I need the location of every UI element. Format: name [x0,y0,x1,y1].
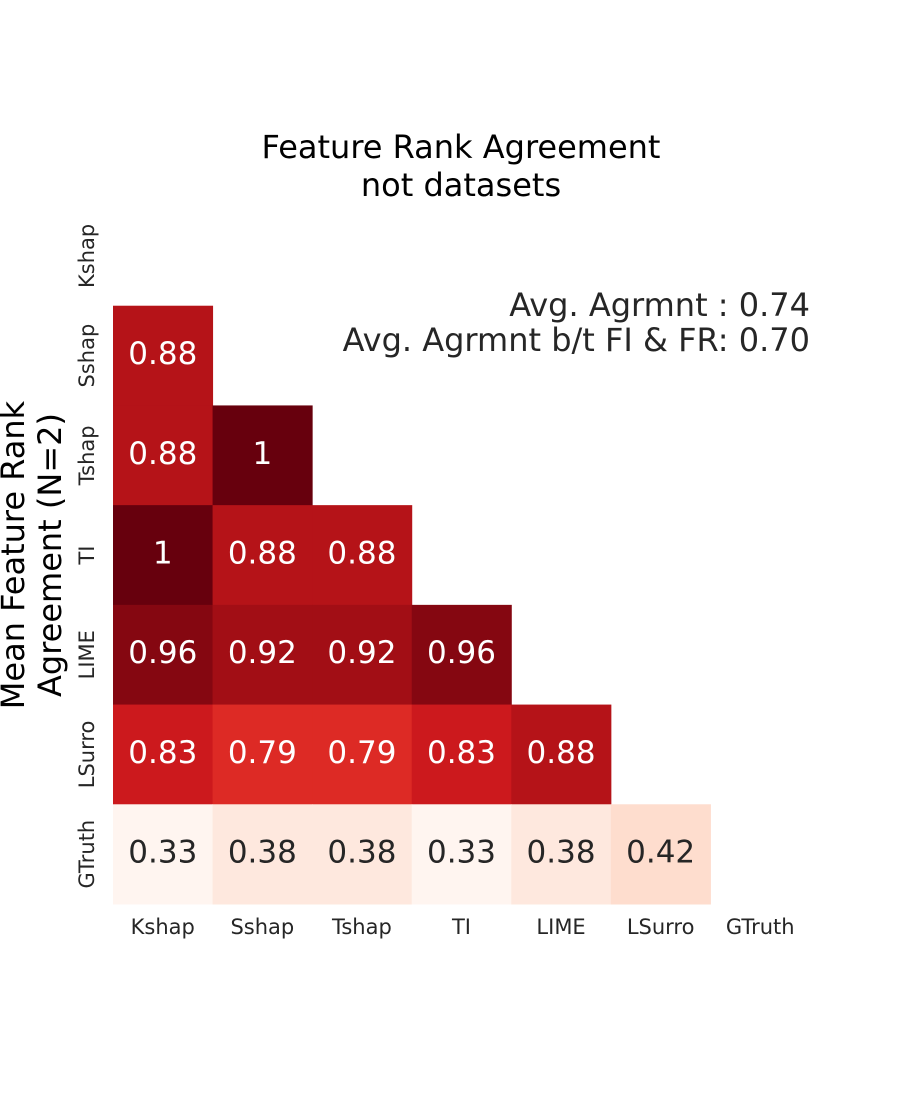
x-tick-label: Sshap [230,915,294,939]
heatmap-cell [511,704,612,805]
annotation: Avg. Agrmnt b/t FI & FR: 0.70 [343,321,810,359]
heatmap-cell [113,405,214,506]
heatmap-cell [312,704,413,805]
y-tick-label: TI [75,545,99,565]
cell-label: 0.83 [128,735,197,771]
heatmap-cell [113,804,214,905]
y-axis-label: Mean Feature Rank [0,400,32,709]
heatmap-cell [212,405,313,506]
cell-label: 0.88 [327,536,396,572]
cell-label: 0.88 [527,735,596,771]
heatmap-cell [312,505,413,606]
y-axis-label: Agreement (N=2) [31,413,69,697]
heatmap-cell [212,704,313,805]
heatmap-cell [511,804,612,905]
cell-label: 0.92 [228,635,297,671]
heatmap-cell [411,604,512,706]
cell-label: 0.38 [527,835,596,871]
cell-label: 0.92 [327,635,396,671]
heatmap-cell [113,505,214,606]
heatmap-cell [113,704,214,805]
y-tick-label: Kshap [75,224,99,288]
cell-label: 0.38 [228,835,297,871]
heatmap-cell [212,505,313,606]
y-tick-label: GTruth [75,820,99,889]
cell-label: 1 [252,436,272,472]
cell-label: 0.83 [427,735,496,771]
cell-label: 0.88 [228,536,297,572]
heatmap-cell [312,804,413,905]
heatmap-cell [411,704,512,805]
chart-title: Feature Rank Agreement [262,128,661,166]
cell-label: 1 [153,536,173,572]
cell-label: 0.42 [626,835,695,871]
x-tick-label: LIME [536,915,585,939]
x-tick-label: TI [451,915,471,939]
cell-label: 0.38 [327,835,396,871]
cell-label: 0.96 [427,635,496,671]
heatmap-cell [113,604,214,706]
cell-label: 0.88 [128,336,197,372]
cell-label: 0.88 [128,436,197,472]
heatmap-cell [411,804,512,905]
x-tick-label: Kshap [131,915,195,939]
heatmap-cell [212,804,313,905]
x-tick-label: GTruth [726,915,795,939]
chart-subtitle: not datasets [361,166,561,204]
y-tick-label: LIME [75,630,99,679]
heatmap-cell [312,604,413,706]
annotation: Avg. Agrmnt : 0.74 [509,286,810,324]
cell-label: 0.79 [228,735,297,771]
heatmap-cell [212,604,313,706]
y-tick-label: Sshap [75,324,99,388]
heatmap-cell [113,305,214,406]
y-tick-label: LSurro [75,721,99,789]
cell-label: 0.33 [427,835,496,871]
cell-label: 0.96 [128,635,197,671]
cell-label: 0.79 [327,735,396,771]
y-tick-label: Tshap [75,425,99,486]
x-tick-label: Tshap [331,915,392,939]
cell-label: 0.33 [128,835,197,871]
heatmap-cell [610,804,711,905]
x-tick-label: LSurro [627,915,695,939]
